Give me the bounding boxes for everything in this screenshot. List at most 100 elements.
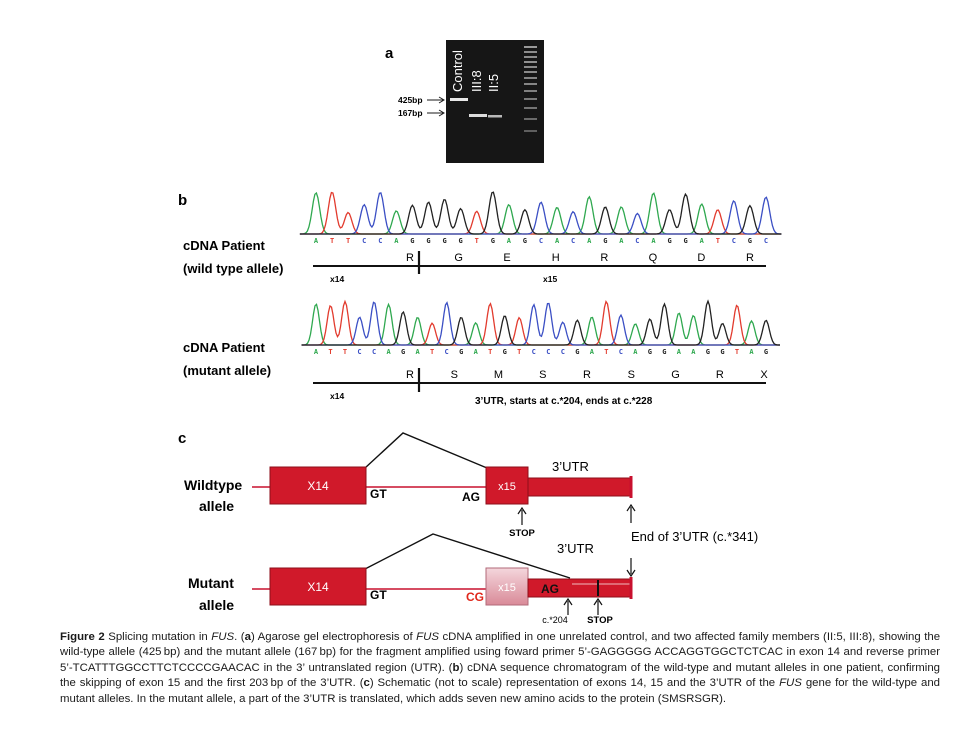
base-call: T <box>517 348 521 356</box>
wildtype-3utr-block <box>527 477 632 497</box>
mutant-exon14-label: X14 <box>307 580 329 594</box>
mutant-acceptor-ag: AG <box>541 582 559 596</box>
wildtype-exon14 <box>269 466 367 505</box>
amino-acid: M <box>494 369 503 381</box>
base-call: G <box>575 348 579 356</box>
amino-acid: R <box>406 369 414 381</box>
end-of-utr-note: End of 3’UTR (c.*341) <box>631 529 758 544</box>
band-ii5-167 <box>488 115 502 118</box>
base-call: T <box>343 348 347 356</box>
base-call: G <box>748 237 752 245</box>
mutant-exon14 <box>269 567 367 606</box>
band-control-425 <box>450 98 468 101</box>
mutant-pos-label: c.*204 <box>542 615 568 625</box>
arrow-head-icon <box>438 109 445 117</box>
base-call: G <box>426 237 430 245</box>
mutant-utr-note: 3’UTR, starts at c.*204, ends at c.*228 <box>475 396 653 407</box>
base-call: G <box>503 348 507 356</box>
base-call: C <box>732 237 736 245</box>
dna-ladder <box>524 46 537 132</box>
lane-label-control: Control <box>450 50 465 92</box>
caption-body: Splicing mutation in FUS. (a) Agarose ge… <box>60 631 941 705</box>
arrow-up-icon <box>626 503 636 512</box>
base-call: A <box>314 237 319 245</box>
mutant-stop-label: STOP <box>587 615 613 625</box>
base-call: C <box>372 348 376 356</box>
wildtype-exon-x14: x14 <box>330 274 344 284</box>
base-call: G <box>648 348 652 356</box>
base-call: G <box>764 348 768 356</box>
mutant-splice-arc <box>364 533 571 579</box>
base-call: G <box>603 237 607 245</box>
base-call: G <box>523 237 527 245</box>
trace-G <box>299 191 782 235</box>
amino-acid: H <box>552 252 560 264</box>
base-call: G <box>662 348 666 356</box>
panel-c-letter: c <box>178 430 186 447</box>
base-call: A <box>691 348 696 356</box>
base-call: T <box>604 348 608 356</box>
base-call: C <box>532 348 536 356</box>
lane-label-iii8: III:8 <box>469 70 484 92</box>
amino-acid: G <box>671 369 680 381</box>
base-call: C <box>546 348 550 356</box>
mutant-exon-x14: x14 <box>330 391 344 401</box>
wildtype-label-line1: cDNA Patient <box>183 238 266 253</box>
base-call: T <box>430 348 434 356</box>
amino-acid: G <box>454 252 463 264</box>
base-call: A <box>555 237 560 245</box>
base-call: C <box>619 348 623 356</box>
amino-acid: X <box>760 369 768 381</box>
amino-acid: R <box>406 252 414 264</box>
arrow-up-icon <box>517 506 527 515</box>
wildtype-acceptor-ag: AG <box>462 490 480 504</box>
wildtype-3utr-label: 3’UTR <box>552 459 589 474</box>
base-call: A <box>651 237 656 245</box>
wildtype-allele-label-line2: allele <box>199 498 234 514</box>
base-call: G <box>491 237 495 245</box>
base-call: T <box>716 237 720 245</box>
base-call: A <box>619 237 624 245</box>
wildtype-stop-label: STOP <box>509 528 535 539</box>
base-call: G <box>458 237 462 245</box>
wildtype-label-line2: (wild type allele) <box>183 261 283 276</box>
base-call: T <box>330 237 334 245</box>
base-call: G <box>683 237 687 245</box>
amino-acid: S <box>451 369 458 381</box>
mutant-allele-label-line1: Mutant <box>188 575 234 591</box>
mutant-3utr-label: 3’UTR <box>557 541 594 556</box>
base-call: A <box>394 237 399 245</box>
base-call: C <box>561 348 565 356</box>
base-call: A <box>314 348 319 356</box>
base-call: G <box>410 237 414 245</box>
arrow-up-icon <box>563 597 573 606</box>
base-call: C <box>539 237 543 245</box>
base-call: A <box>507 237 512 245</box>
base-call: C <box>444 348 448 356</box>
base-call: T <box>735 348 739 356</box>
figure-caption: Figure 2 Splicing mutation in FUS. (a) A… <box>60 630 940 745</box>
amino-acid: D <box>697 252 705 264</box>
base-call: A <box>700 237 705 245</box>
lane-label-ii5: II:5 <box>486 74 501 92</box>
base-call: G <box>720 348 724 356</box>
base-call: G <box>667 237 671 245</box>
amino-acid: Q <box>649 252 658 264</box>
panel-b-letter: b <box>178 192 187 209</box>
chromatogram-wildtype <box>299 191 782 235</box>
wildtype-exon-x15: x15 <box>543 274 557 284</box>
mutant-cryptic-cg: CG <box>466 590 484 604</box>
caption-lead: Figure 2 <box>60 631 105 643</box>
base-call: C <box>571 237 575 245</box>
mutant-label-line2: (mutant allele) <box>183 363 271 378</box>
amino-acid: E <box>503 252 510 264</box>
amino-acid: R <box>600 252 608 264</box>
wildtype-allele-label-line1: Wildtype <box>184 477 242 493</box>
amino-acid: R <box>716 369 724 381</box>
wildtype-exon15-label: x15 <box>498 481 516 493</box>
base-call: A <box>386 348 391 356</box>
